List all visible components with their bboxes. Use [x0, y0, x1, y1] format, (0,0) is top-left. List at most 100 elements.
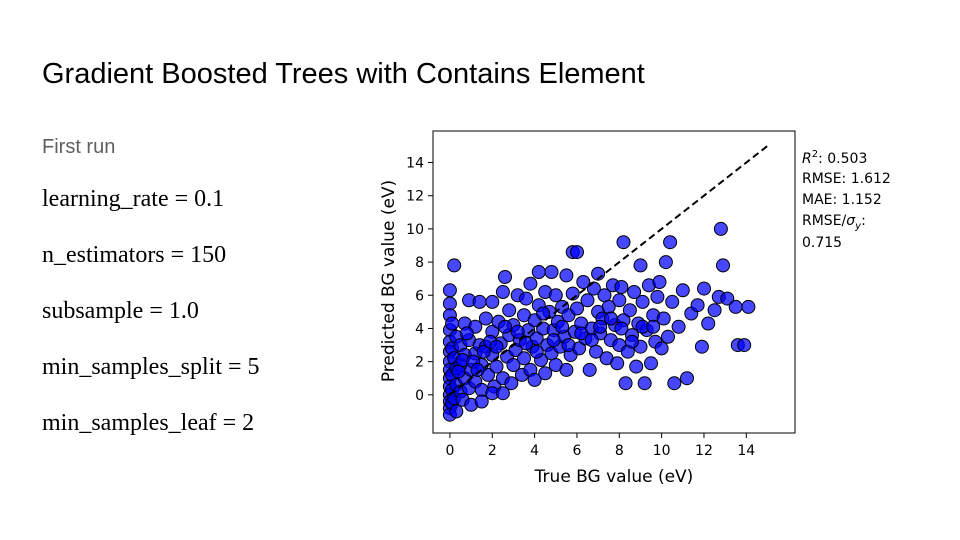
scatter-point	[561, 338, 576, 353]
scatter-point	[519, 291, 534, 306]
scatter-point	[675, 283, 690, 298]
scatter-point	[548, 288, 563, 303]
scatter-point	[741, 299, 756, 314]
scatter-point	[633, 258, 648, 273]
scatter-point	[584, 333, 599, 348]
x-tick-label: 12	[695, 443, 713, 459]
scatter-point	[510, 324, 525, 339]
scatter-point	[697, 281, 711, 296]
scatter-point	[570, 301, 584, 316]
scatter-point	[517, 351, 531, 366]
slide-subtitle: First run	[42, 136, 116, 158]
scatter-point	[529, 344, 544, 359]
param-min-samples-leaf: min_samples_leaf = 2	[42, 410, 255, 436]
scatter-point	[716, 258, 730, 273]
scatter-point	[531, 265, 546, 279]
scatter-points	[442, 221, 756, 422]
scatter-point	[661, 329, 675, 344]
y-tick-label: 14	[406, 156, 424, 172]
x-tick-label: 8	[615, 443, 624, 459]
scatter-point	[680, 371, 694, 386]
scatter-point	[489, 359, 504, 374]
scatter-point	[610, 356, 625, 371]
scatter-point	[502, 303, 517, 318]
scatter-point	[622, 303, 637, 318]
scatter-point	[559, 362, 574, 377]
scatter-point	[442, 296, 457, 311]
y-tick-label: 8	[415, 255, 424, 271]
scatter-point	[629, 359, 644, 374]
scatter-point	[536, 306, 551, 321]
metric-rmse-sigma: RMSE/σy:	[802, 213, 866, 232]
scatter-point	[476, 344, 491, 359]
metric-rmse-sigma-value: 0.715	[802, 235, 842, 251]
scatter-point	[593, 319, 608, 334]
scatter-point	[478, 311, 493, 326]
plot-frame	[432, 130, 796, 434]
metrics-annotation: R2: 0.503 RMSE: 1.612 MAE: 1.152 RMSE/σy…	[802, 149, 891, 251]
scatter-point	[546, 333, 561, 348]
param-min-samples-split: min_samples_split = 5	[42, 354, 260, 380]
x-tick-label: 4	[530, 443, 539, 459]
scatter-point	[720, 291, 735, 306]
x-axis-ticks: 0 2 4 6 8 10 12 14	[445, 433, 755, 459]
reference-line	[449, 145, 769, 396]
param-learning-rate: learning_rate = 0.1	[42, 186, 225, 212]
scatter-point	[447, 258, 462, 273]
scatter-point	[637, 376, 652, 391]
scatter-point	[656, 311, 671, 326]
scatter-point	[445, 316, 460, 331]
scatter-point	[519, 336, 534, 351]
x-tick-label: 10	[653, 443, 671, 459]
y-tick-label: 2	[415, 355, 424, 371]
scatter-point	[574, 326, 589, 341]
scatter-point	[644, 356, 658, 371]
scatter-point	[663, 235, 678, 250]
scatter-point	[618, 376, 633, 391]
scatter-point	[495, 285, 510, 299]
scatter-point	[614, 321, 629, 336]
slide-title: Gradient Boosted Trees with Contains Ele…	[42, 58, 645, 90]
scatter-point	[614, 280, 629, 294]
scatter-point	[713, 221, 728, 236]
scatter-point	[570, 245, 584, 260]
scatter-point	[635, 294, 650, 309]
y-tick-label: 10	[406, 222, 424, 238]
scatter-point	[472, 294, 487, 309]
scatter-point	[627, 285, 642, 299]
y-tick-label: 4	[415, 321, 424, 337]
y-tick-label: 0	[415, 388, 424, 404]
metric-mae: MAE: 1.152	[802, 192, 882, 208]
scatter-point	[474, 394, 489, 409]
scatter-point	[555, 319, 570, 334]
scatter-point	[701, 316, 716, 331]
x-tick-label: 2	[488, 443, 497, 459]
scatter-point	[523, 276, 538, 291]
scatter-point	[576, 275, 591, 289]
scatter-point	[658, 255, 673, 270]
scatter-point	[527, 372, 542, 387]
x-tick-label: 14	[737, 443, 755, 459]
scatter-point	[652, 275, 667, 289]
scatter-point	[694, 339, 709, 354]
y-axis-ticks: 0 2 4 6 8 10 12 14	[406, 156, 433, 404]
y-tick-label: 12	[406, 189, 424, 205]
y-axis-label: Predicted BG value (eV)	[379, 180, 399, 382]
scatter-point	[504, 376, 519, 391]
scatter-point	[559, 268, 574, 283]
scatter-point	[485, 294, 500, 309]
scatter-point	[707, 303, 722, 318]
x-tick-label: 6	[572, 443, 581, 459]
scatter-point	[582, 362, 597, 377]
scatter-point	[665, 294, 680, 309]
metric-r2: R2: 0.503	[802, 149, 867, 167]
scatter-point	[728, 299, 743, 314]
scatter-point	[470, 362, 485, 377]
x-axis-label: True BG value (eV)	[534, 467, 694, 487]
scatter-point	[603, 311, 618, 326]
scatter-point	[690, 298, 705, 313]
scatter-point	[650, 289, 665, 304]
param-subsample: subsample = 1.0	[42, 298, 199, 324]
scatter-point	[580, 293, 595, 308]
